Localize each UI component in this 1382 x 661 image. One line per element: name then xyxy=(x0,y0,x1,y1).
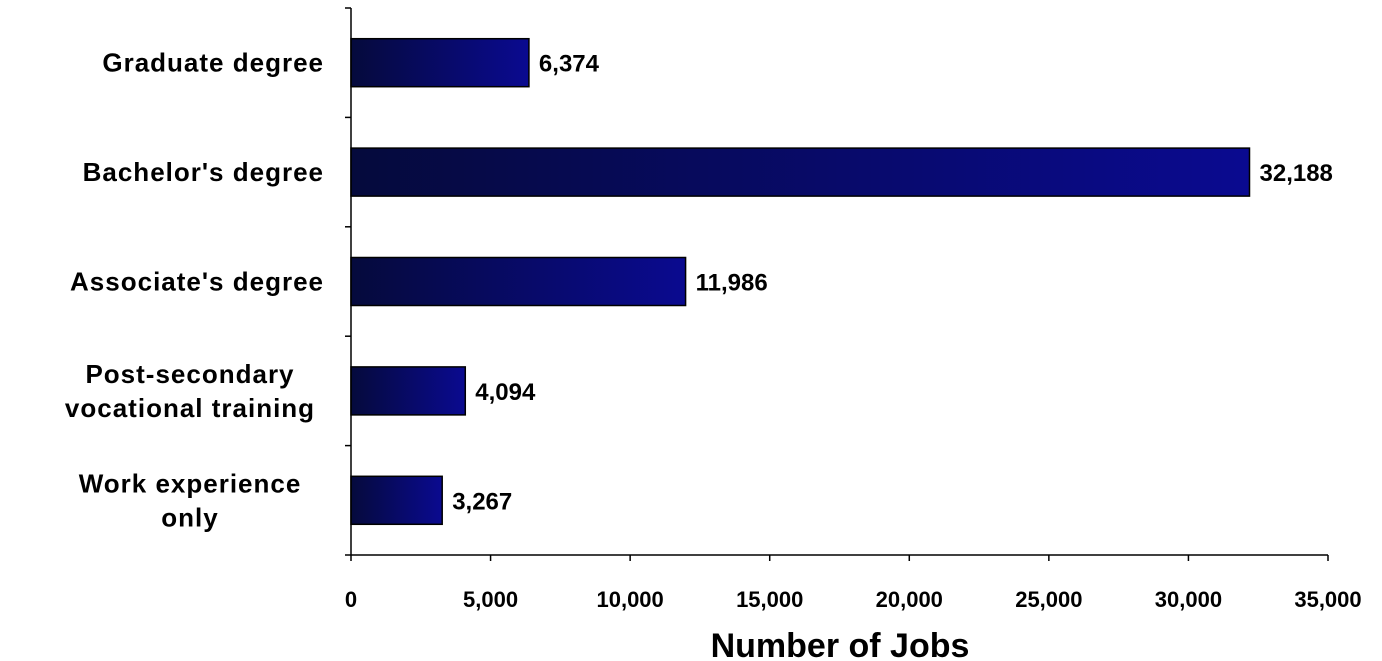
x-tick-label-3: 15,000 xyxy=(736,587,803,612)
category-label-line: only xyxy=(161,502,218,532)
x-tick-label-5: 25,000 xyxy=(1015,587,1082,612)
x-tick-label-6: 30,000 xyxy=(1155,587,1222,612)
bars-group xyxy=(350,37,1251,526)
category-label-line: Associate's degree xyxy=(70,267,324,297)
data-label-1: 32,188 xyxy=(1260,160,1333,187)
category-label-3: Post-secondary vocational training xyxy=(65,359,315,423)
data-label-4: 3,267 xyxy=(452,488,512,515)
bar-0 xyxy=(350,37,530,88)
data-label-2: 11,986 xyxy=(696,270,768,297)
category-label-2: Associate's degree xyxy=(70,267,324,297)
category-label-4: Work experience only xyxy=(79,468,302,532)
bar-2 xyxy=(350,256,687,307)
axes-group xyxy=(345,7,1329,561)
x-tick-label-0: 0 xyxy=(345,587,357,612)
category-label-1: Bachelor's degree xyxy=(83,157,324,187)
category-label-line: Work experience xyxy=(79,468,302,498)
category-label-line: Post-secondary xyxy=(85,359,294,389)
bar-3 xyxy=(350,366,467,416)
category-label-line: Graduate degree xyxy=(102,48,324,78)
data-label-3: 4,094 xyxy=(475,379,536,406)
category-label-0: Graduate degree xyxy=(102,48,324,78)
data-label-0: 6,374 xyxy=(539,51,600,78)
labels-group: 6,374 Graduate degree 32,188 Bachelor's deg… xyxy=(65,48,1362,612)
bar-1 xyxy=(350,147,1251,197)
x-tick-label-7: 35,000 xyxy=(1294,587,1361,612)
category-label-line: vocational training xyxy=(65,393,315,423)
bar-4 xyxy=(350,475,443,526)
x-tick-label-1: 5,000 xyxy=(463,587,518,612)
x-tick-label-4: 20,000 xyxy=(876,587,943,612)
x-axis-title: Number of Jobs xyxy=(711,627,970,661)
category-label-line: Bachelor's degree xyxy=(83,157,324,187)
x-tick-label-2: 10,000 xyxy=(596,587,663,612)
